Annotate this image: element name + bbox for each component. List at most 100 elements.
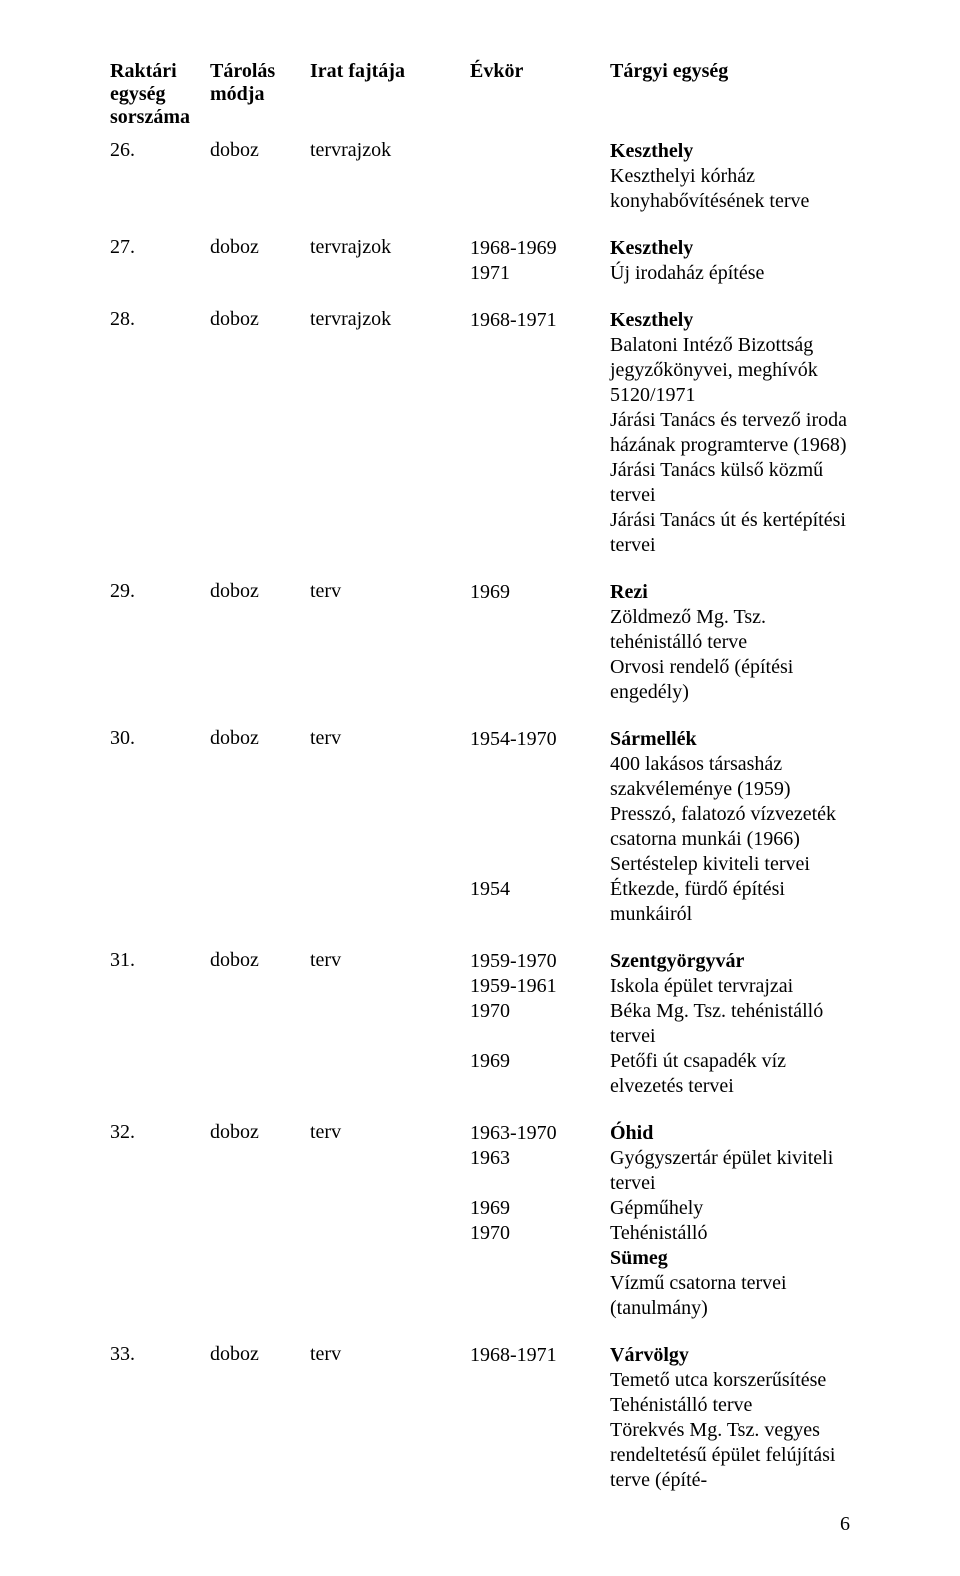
detail-text: Keszthely [610,308,850,333]
entry-details: 1968-1971KeszthelyBalatoni Intéző Bizott… [470,308,850,558]
entry-details: 1968-1969Keszthely1971Új irodaház építés… [470,236,850,286]
detail-line: 1968-1969Keszthely [470,236,850,261]
detail-line: 1969Rezi [470,580,850,605]
header-col-num: Raktári egység sorszáma [110,60,210,129]
detail-text: Sármellék [610,727,850,752]
table-row: 33.dobozterv1968-1971VárvölgyTemető utca… [110,1343,850,1493]
entry-type: tervrajzok [310,308,470,331]
detail-text: Járási Tanács és tervező iroda házának p… [610,408,850,458]
detail-text: Óhid [610,1121,850,1146]
detail-line: Sümeg [470,1246,850,1271]
detail-text: Rezi [610,580,850,605]
detail-year: 1963-1970 [470,1121,610,1146]
detail-year: 1959-1961 [470,974,610,999]
table-row: 28.doboztervrajzok1968-1971KeszthelyBala… [110,308,850,558]
detail-line: 1968-1971Várvölgy [470,1343,850,1368]
entry-mode: doboz [210,236,310,259]
detail-line: Vízmű csatorna tervei (tanulmány) [470,1271,850,1321]
detail-text: Gyógyszertár épület kiviteli tervei [610,1146,850,1196]
table-row: 26.doboztervrajzokKeszthelyKeszthelyi kó… [110,139,850,214]
detail-text: Várvölgy [610,1343,850,1368]
detail-text: Zöldmező Mg. Tsz. tehénistálló terve [610,605,850,655]
entry-mode: doboz [210,308,310,331]
detail-line: 1968-1971Keszthely [470,308,850,333]
detail-text: Új irodaház építése [610,261,850,286]
entry-details: 1963-1970Óhid1963Gyógyszertár épület kiv… [470,1121,850,1321]
detail-line: 1959-1970Szentgyörgyvár [470,949,850,974]
detail-year: 1963 [470,1146,610,1171]
entry-number: 30. [110,727,210,750]
detail-year: 1968-1971 [470,1343,610,1368]
document-page: Raktári egység sorszáma Tárolás módja Ir… [0,0,960,1576]
detail-text: Vízmű csatorna tervei (tanulmány) [610,1271,850,1321]
detail-line: 1969Petőfi út csapadék víz elvezetés ter… [470,1049,850,1099]
detail-line: Járási Tanács és tervező iroda házának p… [470,408,850,458]
entry-type: terv [310,580,470,603]
page-number: 6 [840,1513,850,1536]
detail-text: Törekvés Mg. Tsz. vegyes rendeltetésű ép… [610,1418,850,1493]
detail-text: Sümeg [610,1246,850,1271]
detail-line: 1970Tehénistálló [470,1221,850,1246]
detail-line: 1971Új irodaház építése [470,261,850,286]
detail-text: Béka Mg. Tsz. tehénistálló tervei [610,999,850,1049]
detail-line: Tehénistálló terve [470,1393,850,1418]
table-header: Raktári egység sorszáma Tárolás módja Ir… [110,60,850,129]
entry-details: 1959-1970Szentgyörgyvár1959-1961Iskola é… [470,949,850,1099]
entry-mode: doboz [210,727,310,750]
detail-line: Zöldmező Mg. Tsz. tehénistálló terve [470,605,850,655]
detail-year: 1954 [470,877,610,902]
detail-text: Járási Tanács külső közmű tervei [610,458,850,508]
header-col-mode: Tárolás módja [210,60,310,106]
entry-mode: doboz [210,1121,310,1144]
detail-line: Keszthely [470,139,850,164]
entry-type: terv [310,949,470,972]
detail-line: 1970Béka Mg. Tsz. tehénistálló tervei [470,999,850,1049]
detail-line: Járási Tanács külső közmű tervei [470,458,850,508]
table-row: 29.dobozterv1969ReziZöldmező Mg. Tsz. te… [110,580,850,705]
entry-mode: doboz [210,139,310,162]
entry-type: terv [310,1343,470,1366]
detail-text: Tehénistálló [610,1221,850,1246]
detail-text: Iskola épület tervrajzai [610,974,850,999]
detail-line: 1963-1970Óhid [470,1121,850,1146]
detail-text: Temető utca korszerűsítése [610,1368,850,1393]
detail-line: Keszthelyi kórház konyhabővítésének terv… [470,164,850,214]
detail-year: 1959-1970 [470,949,610,974]
table-row: 30.dobozterv1954-1970Sármellék400 lakáso… [110,727,850,927]
detail-line: 1954Étkezde, fürdő építési munkáiról [470,877,850,927]
detail-line: 1969Gépműhely [470,1196,850,1221]
detail-line: 1959-1961Iskola épület tervrajzai [470,974,850,999]
detail-text: Keszthely [610,139,850,164]
entry-details: 1968-1971VárvölgyTemető utca korszerűsít… [470,1343,850,1493]
detail-line: Sertéstelep kiviteli tervei [470,852,850,877]
detail-text: Presszó, falatozó vízvezeték csatorna mu… [610,802,850,852]
entry-details: 1969ReziZöldmező Mg. Tsz. tehénistálló t… [470,580,850,705]
entry-mode: doboz [210,1343,310,1366]
entry-number: 31. [110,949,210,972]
detail-year: 1970 [470,999,610,1024]
entry-number: 26. [110,139,210,162]
entry-type: terv [310,1121,470,1144]
entry-mode: doboz [210,580,310,603]
detail-line: Törekvés Mg. Tsz. vegyes rendeltetésű ép… [470,1418,850,1493]
entry-number: 29. [110,580,210,603]
entry-number: 27. [110,236,210,259]
detail-year: 1968-1969 [470,236,610,261]
entry-number: 28. [110,308,210,331]
detail-line: 1963Gyógyszertár épület kiviteli tervei [470,1146,850,1196]
entry-details: KeszthelyKeszthelyi kórház konyhabővítés… [470,139,850,214]
entry-type: tervrajzok [310,139,470,162]
detail-text: Balatoni Intéző Bizottság jegyzőkönyvei,… [610,333,850,408]
detail-line: Presszó, falatozó vízvezeték csatorna mu… [470,802,850,852]
detail-text: Járási Tanács út és kertépítési tervei [610,508,850,558]
entry-mode: doboz [210,949,310,972]
detail-line: 1954-1970Sármellék [470,727,850,752]
detail-line: Orvosi rendelő (építési engedély) [470,655,850,705]
header-col-year: Évkör [470,60,610,83]
header-col-subj: Tárgyi egység [610,60,850,83]
detail-year: 1969 [470,1049,610,1074]
detail-year: 1954-1970 [470,727,610,752]
header-col-type: Irat fajtája [310,60,470,83]
detail-text: Petőfi út csapadék víz elvezetés tervei [610,1049,850,1099]
entry-type: terv [310,727,470,750]
